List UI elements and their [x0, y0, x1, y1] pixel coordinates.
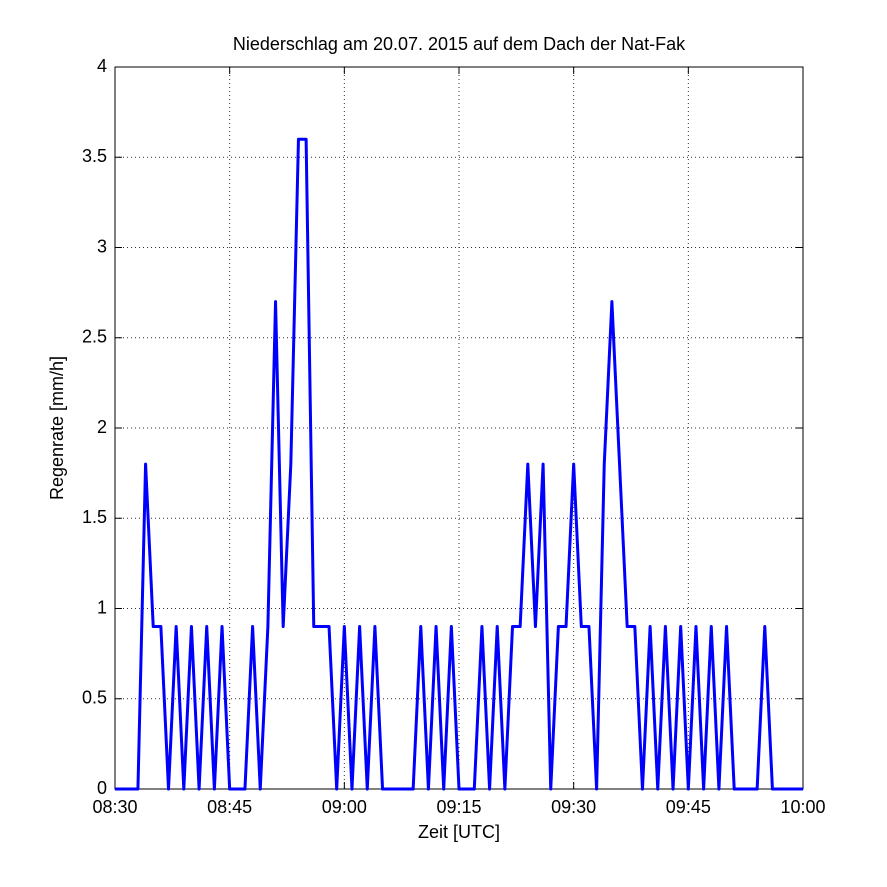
- x-tick-label: 10:00: [780, 797, 825, 817]
- x-tick-label: 09:45: [666, 797, 711, 817]
- x-tick-label: 09:00: [322, 797, 367, 817]
- chart-title: Niederschlag am 20.07. 2015 auf dem Dach…: [233, 34, 686, 54]
- y-axis-label: Regenrate [mm/h]: [47, 356, 67, 500]
- y-tick-label: 1: [97, 597, 107, 617]
- y-tick-label: 4: [97, 56, 107, 76]
- y-tick-label: 0: [97, 778, 107, 798]
- y-tick-label: 1.5: [82, 507, 107, 527]
- y-tick-label: 3: [97, 236, 107, 256]
- x-tick-label: 08:45: [207, 797, 252, 817]
- y-tick-label: 3.5: [82, 146, 107, 166]
- x-tick-label: 09:30: [551, 797, 596, 817]
- y-tick-label: 2.5: [82, 327, 107, 347]
- y-tick-label: 0.5: [82, 688, 107, 708]
- y-tick-label: 2: [97, 417, 107, 437]
- data-line: [115, 137, 803, 791]
- x-tick-label: 08:30: [92, 797, 137, 817]
- x-tick-label: 09:15: [436, 797, 481, 817]
- x-axis-label: Zeit [UTC]: [418, 822, 500, 842]
